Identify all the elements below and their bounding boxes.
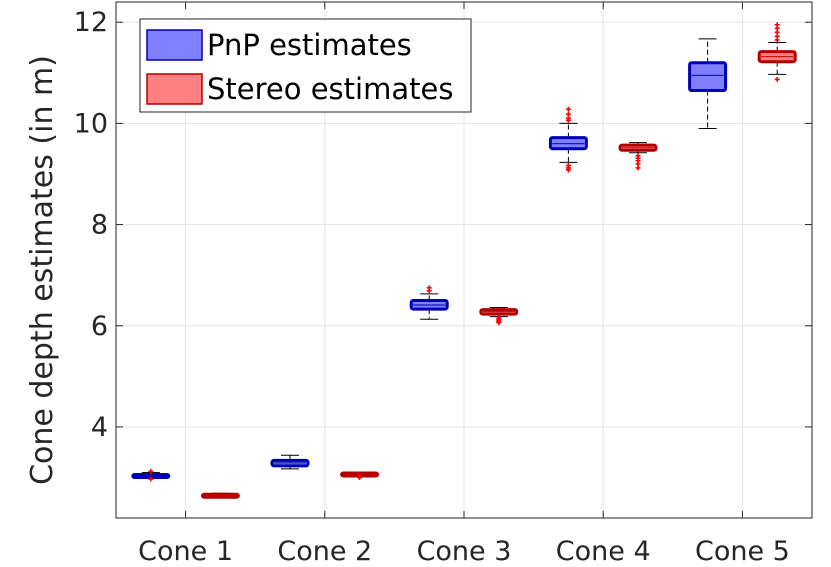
outlier-marker	[426, 285, 432, 291]
legend-swatch	[146, 29, 203, 61]
axis-ticks: 4 6 8 10 12 Cone 1 Cone 2 Cone 3 Cone 4 Cone 5	[74, 2, 812, 567]
y-tick-label: 6	[91, 311, 108, 342]
box-stereo-2	[340, 471, 380, 481]
y-tick-label: 12	[74, 7, 108, 38]
outlier-marker	[565, 106, 571, 112]
legend-swatch	[146, 73, 203, 105]
x-tick-label: Cone 5	[695, 536, 790, 567]
y-tick-label: 8	[91, 210, 108, 241]
box-stereo-4	[618, 142, 658, 171]
legend: PnP estimates Stereo estimates	[139, 18, 472, 113]
box-pnp-3	[409, 285, 449, 320]
outlier-marker	[496, 315, 502, 321]
iqr-box	[688, 61, 728, 93]
outlier-marker	[565, 111, 571, 117]
x-tick-label: Cone 4	[556, 536, 651, 567]
outlier-marker	[635, 153, 641, 159]
box-pnp-1	[131, 468, 171, 482]
outlier-marker	[148, 468, 154, 474]
x-tick-label: Cone 1	[138, 536, 233, 567]
box-pnp-4	[548, 106, 588, 173]
outlier-marker	[357, 474, 363, 480]
box-stereo-1	[200, 492, 240, 499]
y-tick-label: 4	[91, 412, 108, 443]
box-stereo-5	[757, 22, 797, 82]
x-tick-label: Cone 2	[277, 536, 372, 567]
box-stereo-3	[479, 307, 519, 326]
legend-label: PnP estimates	[207, 28, 412, 62]
x-tick-label: Cone 3	[417, 536, 512, 567]
y-tick-label: 10	[74, 108, 108, 139]
outlier-marker	[774, 22, 780, 28]
box-pnp-5	[688, 38, 728, 129]
box-series	[131, 22, 797, 499]
outlier-marker	[148, 476, 154, 482]
outlier-marker	[774, 76, 780, 82]
legend-label: Stereo estimates	[207, 72, 453, 106]
box-pnp-2	[270, 454, 310, 470]
y-axis-title: Cone depth estimates (in m)	[25, 55, 60, 485]
outlier-marker	[565, 162, 571, 168]
